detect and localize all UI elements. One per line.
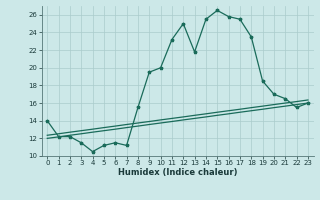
X-axis label: Humidex (Indice chaleur): Humidex (Indice chaleur) [118, 168, 237, 177]
